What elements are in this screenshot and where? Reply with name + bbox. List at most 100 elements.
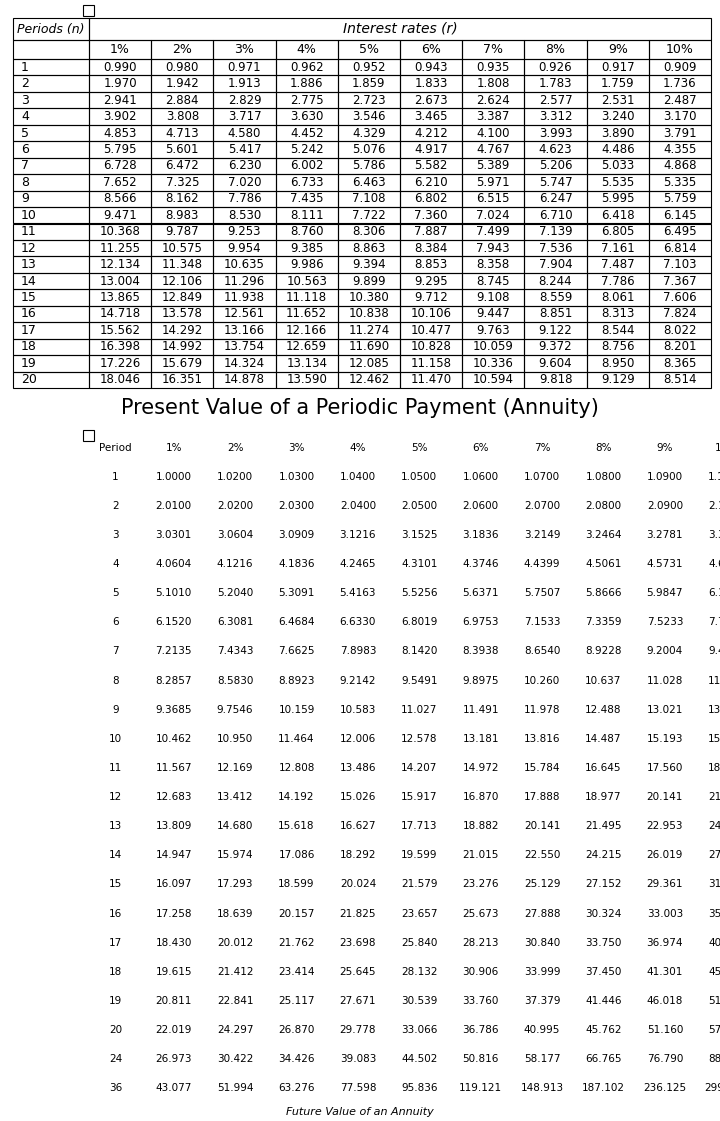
Text: 16: 16: [21, 307, 37, 321]
Text: 8.863: 8.863: [352, 242, 386, 254]
Text: 19: 19: [109, 997, 122, 1006]
Bar: [338, 92, 400, 109]
Text: 2.0200: 2.0200: [217, 501, 253, 511]
Text: 7.904: 7.904: [539, 258, 572, 271]
Text: 12.488: 12.488: [585, 705, 622, 715]
Bar: [213, 109, 276, 124]
Text: 2.624: 2.624: [477, 94, 510, 106]
Text: 1.783: 1.783: [539, 77, 572, 90]
Text: 57.275: 57.275: [708, 1026, 720, 1035]
Text: 9.986: 9.986: [290, 258, 323, 271]
Text: 2.0900: 2.0900: [647, 501, 683, 511]
Text: 5: 5: [112, 589, 119, 599]
Text: 1.0200: 1.0200: [217, 472, 253, 482]
Text: 3.630: 3.630: [290, 110, 323, 123]
Text: 15.679: 15.679: [162, 356, 203, 370]
Text: Periods (n): Periods (n): [17, 22, 85, 36]
Text: 27.975: 27.975: [708, 851, 720, 860]
Bar: [151, 289, 213, 306]
Text: 3.240: 3.240: [601, 110, 634, 123]
Text: 6.1520: 6.1520: [156, 618, 192, 628]
Bar: [151, 174, 213, 191]
Text: 9.129: 9.129: [600, 373, 634, 387]
Text: 2.1000: 2.1000: [708, 501, 720, 511]
Text: 4.5731: 4.5731: [647, 559, 683, 569]
Text: 9.8975: 9.8975: [462, 676, 499, 686]
Text: 16.351: 16.351: [162, 373, 203, 387]
Bar: [587, 124, 649, 141]
Bar: [338, 124, 400, 141]
Text: 8.566: 8.566: [104, 193, 137, 205]
Text: 9.5491: 9.5491: [401, 676, 438, 686]
Bar: [151, 355, 213, 371]
Bar: [462, 223, 524, 240]
Text: 1%: 1%: [110, 43, 130, 56]
Text: 14.718: 14.718: [99, 307, 140, 321]
Text: 6%: 6%: [472, 443, 489, 453]
Text: 35.950: 35.950: [708, 909, 720, 918]
Bar: [151, 339, 213, 355]
Text: 18: 18: [109, 967, 122, 976]
Text: 27.888: 27.888: [524, 909, 560, 918]
Text: 4.3101: 4.3101: [401, 559, 438, 569]
Text: 6.3081: 6.3081: [217, 618, 253, 628]
Text: 10.563: 10.563: [287, 275, 327, 288]
Bar: [13, 289, 89, 306]
Text: 1.0800: 1.0800: [585, 472, 621, 482]
Bar: [338, 371, 400, 388]
Bar: [524, 59, 587, 75]
Text: 4%: 4%: [350, 443, 366, 453]
Text: 5.033: 5.033: [601, 159, 634, 173]
Text: 11.274: 11.274: [348, 324, 390, 337]
Text: 18.292: 18.292: [340, 851, 376, 860]
Bar: [151, 141, 213, 158]
Text: Future Value of an Annuity: Future Value of an Annuity: [286, 1108, 434, 1117]
Text: 6.805: 6.805: [601, 225, 634, 239]
Text: 3.465: 3.465: [414, 110, 448, 123]
Text: 23.414: 23.414: [278, 967, 315, 976]
Text: 23.276: 23.276: [462, 880, 499, 889]
Text: 13.181: 13.181: [462, 734, 499, 744]
Text: 13.578: 13.578: [162, 307, 203, 321]
Text: 7.3359: 7.3359: [585, 618, 622, 628]
Text: 5.206: 5.206: [539, 159, 572, 173]
Bar: [587, 355, 649, 371]
Text: 15.937: 15.937: [708, 734, 720, 744]
Bar: [649, 174, 711, 191]
Bar: [400, 257, 462, 272]
Bar: [400, 124, 462, 141]
Text: 51.159: 51.159: [708, 997, 720, 1006]
Bar: [400, 174, 462, 191]
Bar: [89, 109, 151, 124]
Bar: [276, 174, 338, 191]
Bar: [649, 141, 711, 158]
Bar: [151, 75, 213, 92]
Text: 3%: 3%: [235, 43, 254, 56]
Text: 8.306: 8.306: [352, 225, 386, 239]
Text: 14: 14: [109, 851, 122, 860]
Bar: [400, 191, 462, 207]
Text: 8.9228: 8.9228: [585, 647, 622, 657]
Text: 3.791: 3.791: [663, 127, 697, 139]
Text: 6.515: 6.515: [477, 193, 510, 205]
Bar: [276, 141, 338, 158]
Text: 8.358: 8.358: [477, 258, 510, 271]
Bar: [89, 207, 151, 223]
Bar: [151, 322, 213, 339]
Text: 4.452: 4.452: [290, 127, 323, 139]
Text: 22.953: 22.953: [647, 822, 683, 831]
Text: 40.545: 40.545: [708, 938, 720, 947]
Text: 5.335: 5.335: [663, 176, 696, 188]
Text: 1.833: 1.833: [415, 77, 448, 90]
Text: 15.193: 15.193: [647, 734, 683, 744]
Text: 2.0800: 2.0800: [585, 501, 621, 511]
Text: 7.1533: 7.1533: [524, 618, 560, 628]
Text: 34.426: 34.426: [278, 1054, 315, 1064]
Text: 2.673: 2.673: [414, 94, 448, 106]
Text: 51.160: 51.160: [647, 1026, 683, 1035]
Bar: [276, 124, 338, 141]
Text: 18.430: 18.430: [156, 938, 192, 947]
Bar: [213, 40, 276, 59]
Bar: [462, 240, 524, 257]
Bar: [524, 355, 587, 371]
